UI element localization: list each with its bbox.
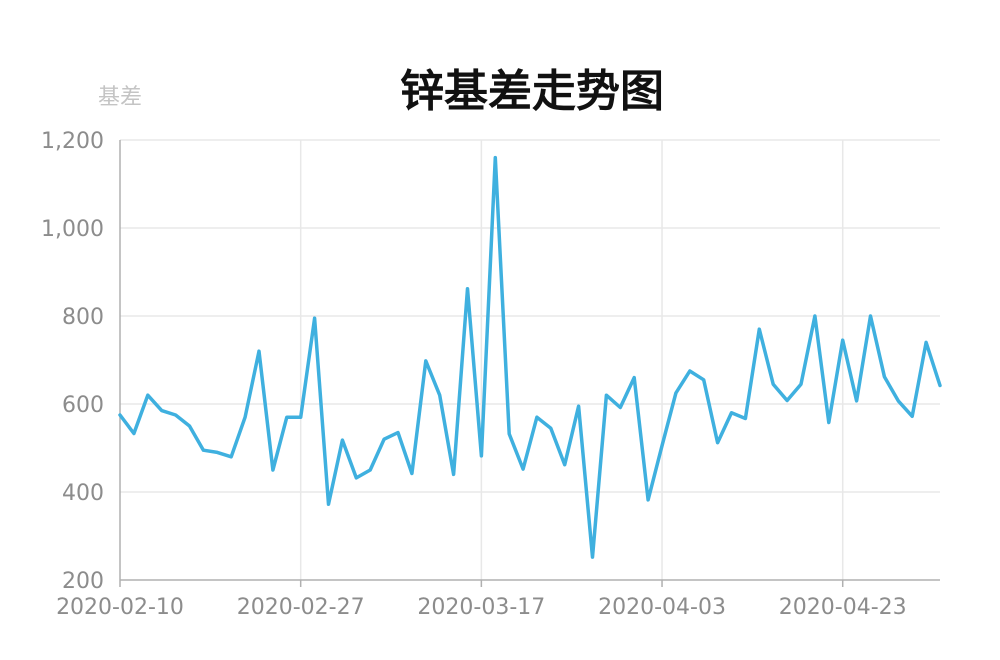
axes <box>119 140 940 587</box>
x-tick-label: 2020-02-10 <box>56 595 184 620</box>
y-tick-label: 200 <box>62 569 104 594</box>
x-tick-label: 2020-02-27 <box>237 595 365 620</box>
x-tick-label: 2020-04-03 <box>598 595 726 620</box>
series-line <box>118 155 942 559</box>
y-tick-label: 400 <box>62 481 104 506</box>
tick-labels: 200 400 600 800 1,000 1,200 2020-02-10 2020-02-… <box>41 129 907 620</box>
chart-title: 锌基差走势图 <box>400 66 664 117</box>
y-tick-label: 1,200 <box>41 129 104 154</box>
x-tick-label: 2020-03-17 <box>417 595 545 620</box>
x-tick-label: 2020-04-23 <box>779 595 907 620</box>
y-tick-label: 1,000 <box>41 217 104 242</box>
y-tick-label: 800 <box>62 305 104 330</box>
series-layer <box>118 155 942 559</box>
grid <box>120 139 940 580</box>
y-tick-label: 600 <box>62 393 104 418</box>
y-axis-label: 基差 <box>98 85 142 110</box>
